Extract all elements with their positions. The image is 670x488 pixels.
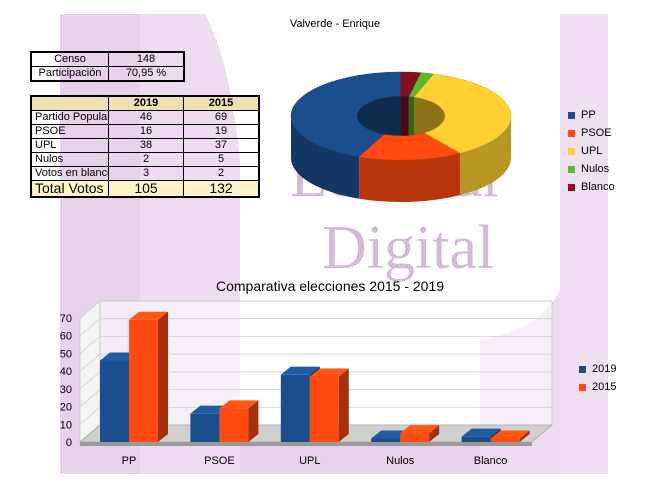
census-value: 70,95 % (108, 66, 185, 82)
donut-slice-upl (413, 73, 512, 154)
census-label: Censo (30, 51, 109, 67)
donut-inner-wall (408, 96, 414, 139)
total-2019-cell: 105 (108, 180, 184, 198)
donut-slice-side (291, 116, 360, 199)
page-title: Valverde - Enrique (289, 18, 381, 30)
pie-legend-item: PSOE (568, 124, 615, 142)
y-tick-label: 60 (60, 331, 72, 343)
x-category-label: PP (122, 455, 137, 467)
votes-2019-cell: 38 (108, 138, 184, 153)
bar-nulos-2015 (400, 425, 440, 442)
pie-legend-label: Nulos (581, 163, 610, 175)
votes-header-cell: 2019 (108, 95, 184, 111)
y-tick-label: 70 (60, 313, 72, 325)
bar-legend-label: 2019 (592, 363, 617, 375)
pie-legend-label: PSOE (581, 127, 612, 139)
svg-text:Digital: Digital (322, 214, 494, 282)
votes-row: Votos en blanco 3 2 (30, 166, 260, 181)
legend-swatch (568, 111, 575, 119)
votes-2015-cell: 19 (183, 124, 260, 139)
total-votes-label: Total Votos (30, 180, 109, 198)
votes-2015-cell: 5 (183, 152, 260, 167)
y-tick-label: 30 (60, 384, 72, 396)
bar-pp-2015 (129, 311, 168, 442)
legend-swatch (568, 147, 575, 155)
votes-2015-cell: 69 (183, 110, 260, 125)
bar-upl-2015 (309, 368, 349, 442)
legend-swatch (568, 129, 575, 137)
grid-line (79, 336, 552, 354)
census-table: Censo 148 Participación 70,95 % (30, 51, 185, 82)
votes-row: Nulos 2 5 (30, 152, 260, 167)
pie-legend: PP PSOE UPL Nulos Blanco (568, 106, 615, 196)
votes-party-label: PSOE (30, 124, 109, 139)
bar-psoe-2015 (219, 400, 259, 442)
census-row: Participación 70,95 % (30, 66, 185, 82)
bar-chart-title: Comparativa elecciones 2015 - 2019 (215, 278, 445, 294)
pie-legend-label: Blanco (581, 181, 615, 193)
donut-slice-side (359, 153, 461, 203)
y-tick-label: 10 (60, 419, 72, 431)
donut-slice-blanco (400, 71, 422, 97)
votes-header-row: 2019 2015 (30, 95, 260, 111)
votes-2019-cell: 3 (108, 166, 184, 181)
legend-swatch (579, 383, 586, 391)
grid-line (79, 318, 552, 336)
bar-blanco-2015 (490, 430, 530, 442)
votes-header-cell (30, 95, 109, 111)
votes-2019-cell: 46 (108, 110, 184, 125)
votes-party-label: Partido Popular (30, 110, 109, 125)
grid-line (79, 300, 552, 319)
x-category-label: UPL (299, 455, 320, 467)
y-tick-label: 50 (60, 348, 72, 360)
bar-legend-item: 2015 (579, 378, 616, 396)
votes-2015-cell: 37 (183, 138, 260, 153)
legend-swatch (568, 183, 575, 191)
votes-row: Partido Popular 46 69 (30, 110, 260, 125)
y-tick-label: 20 (60, 402, 72, 414)
x-category-label: Blanco (474, 455, 508, 467)
votes-header-cell: 2015 (183, 95, 260, 111)
votes-2019-cell: 16 (108, 124, 184, 139)
donut-slice-pp (290, 71, 402, 157)
bar-legend: 2019 2015 (579, 360, 616, 396)
bar-chart: 0 10 20 30 40 50 60 70 PP PSOE UPL Nulos Blanco (60, 300, 553, 467)
census-value: 148 (108, 51, 185, 67)
y-tick-label: 40 (60, 366, 72, 378)
x-category-label: PSOE (204, 455, 235, 467)
votes-row: PSOE 16 19 (30, 124, 260, 139)
votes-party-label: Votos en blanco (30, 166, 109, 181)
census-row: Censo 148 (30, 51, 185, 67)
donut-chart (290, 71, 512, 203)
pie-legend-label: UPL (581, 145, 603, 157)
census-label: Participación (30, 66, 109, 82)
pie-legend-item: PP (568, 106, 615, 124)
grid-line (79, 353, 552, 372)
votes-row: UPL 38 37 (30, 138, 260, 153)
legend-swatch (579, 365, 586, 373)
y-tick-label: 0 (66, 437, 72, 449)
pie-legend-item: Blanco (568, 178, 615, 196)
x-category-label: Nulos (386, 455, 415, 467)
total-2015-cell: 132 (183, 180, 260, 198)
votes-total-row: Total Votos 105 132 (30, 180, 260, 198)
pie-legend-item: Nulos (568, 160, 615, 178)
votes-2015-cell: 2 (183, 166, 260, 181)
donut-slice-side (460, 116, 511, 196)
votes-table: 2019 2015 Partido Popular 46 69 PSOE 16 19 UPL 38… (30, 95, 260, 198)
votes-2019-cell: 2 (108, 152, 184, 167)
bar-legend-item: 2019 (579, 360, 616, 378)
votes-party-label: UPL (30, 138, 109, 153)
donut-inner-wall (401, 96, 409, 139)
pie-legend-label: PP (581, 109, 596, 121)
donut-slice-psoe (358, 132, 461, 161)
legend-swatch (568, 165, 575, 173)
bar-legend-label: 2015 (592, 381, 617, 393)
votes-party-label: Nulos (30, 152, 109, 167)
pie-legend-item: UPL (568, 142, 615, 160)
